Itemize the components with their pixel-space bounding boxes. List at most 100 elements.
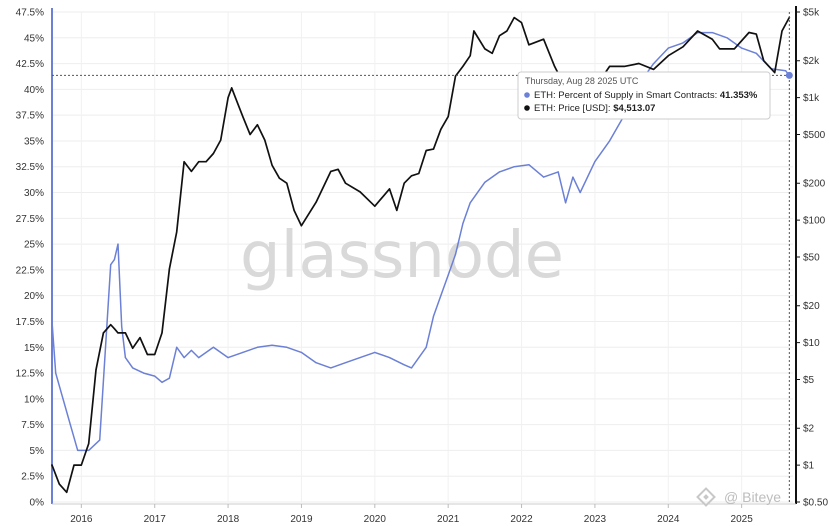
data-point-supply [785, 70, 787, 72]
data-point-supply [469, 202, 471, 204]
data-point-supply [755, 52, 757, 54]
x-tick-label: 2024 [657, 514, 680, 525]
data-point-supply [77, 449, 79, 451]
data-point-price [264, 139, 266, 141]
y-left-tick-label: 20% [24, 291, 44, 302]
grid-lines [52, 11, 793, 503]
data-point-price [73, 464, 75, 466]
data-point-price [719, 48, 721, 50]
data-point-price [396, 209, 398, 211]
y-right-tick-label: $2k [803, 56, 820, 67]
data-point-price [682, 46, 684, 48]
data-point-supply [594, 161, 596, 163]
data-point-supply [132, 367, 134, 369]
data-point-price [491, 52, 493, 54]
data-point-price [667, 55, 669, 57]
data-point-price [249, 133, 251, 136]
y-right-tick-label: $1 [803, 461, 815, 472]
y-left-tick-label: 27.5% [16, 214, 44, 225]
data-point-price [337, 168, 339, 170]
data-point-supply [198, 357, 200, 359]
x-tick-label: 2017 [144, 514, 167, 525]
data-point-price [58, 483, 60, 485]
data-point-supply [161, 381, 163, 383]
data-point-price [425, 149, 427, 152]
crosshair [52, 12, 793, 502]
y-left-tick-label: 5% [30, 446, 45, 457]
data-point-price [498, 35, 501, 37]
data-point-supply [55, 372, 57, 374]
data-point-price [80, 464, 82, 466]
data-point-supply [543, 176, 545, 178]
data-point-supply [484, 181, 486, 183]
x-tick-label: 2019 [290, 514, 313, 525]
data-point-price [763, 60, 765, 62]
data-point-supply [62, 398, 64, 400]
data-point-supply [154, 375, 156, 377]
tooltip-dot-supply [524, 92, 530, 98]
y-left-tick-label: 0% [30, 498, 45, 509]
y-right-tick-label: $2 [803, 424, 815, 435]
tooltip-label-price: ETH: Price [USD]: [534, 103, 613, 114]
y-left-tick-label: 2.5% [21, 472, 44, 483]
data-point-price [653, 68, 655, 70]
data-point-price [198, 161, 200, 163]
data-point-supply [374, 351, 376, 353]
data-point-price [139, 337, 141, 339]
data-point-price [344, 182, 347, 184]
data-point-supply [432, 315, 435, 317]
tooltip-row-price: ETH: Price [USD]: $4,513.07 [534, 103, 655, 114]
data-point-price [554, 65, 556, 67]
data-point-price [161, 332, 163, 334]
data-point-supply [300, 351, 302, 353]
data-point-supply [315, 362, 317, 364]
data-point-price [473, 30, 475, 32]
data-point-supply [143, 372, 145, 374]
data-point-supply [440, 295, 442, 297]
data-point-supply [726, 37, 728, 39]
data-point-price [469, 55, 471, 57]
data-point-price [168, 268, 170, 270]
tooltip-row-supply: ETH: Percent of Supply in Smart Contract… [534, 90, 758, 101]
data-point-price [774, 72, 776, 74]
y-left-tick-label: 12.5% [16, 369, 44, 380]
data-point-price [388, 188, 391, 190]
data-point-supply [190, 349, 192, 351]
data-point-supply [286, 346, 288, 348]
data-point-supply [711, 31, 713, 34]
y-right-tick-label: $1k [803, 93, 820, 104]
x-tick-label: 2018 [217, 514, 240, 525]
data-point-supply [565, 202, 567, 204]
data-point-supply [528, 164, 530, 166]
data-point-price [231, 87, 233, 89]
data-point-supply [462, 222, 464, 225]
y-right-tick-label: $5 [803, 375, 815, 386]
data-point-price [359, 191, 361, 193]
y-left-tick-label: 15% [24, 343, 44, 354]
y-right-tick-label: $5k [803, 8, 820, 19]
data-point-price [88, 443, 90, 445]
data-point-price [733, 48, 735, 50]
x-tick-label: 2016 [70, 514, 93, 525]
x-tick-label: 2023 [584, 514, 607, 525]
y-left-tick-label: 7.5% [21, 420, 44, 431]
data-point-price [278, 177, 280, 179]
data-point-supply [168, 377, 170, 379]
data-point-supply [330, 367, 332, 369]
data-point-price [440, 128, 442, 130]
y-right-tick-label: $100 [803, 216, 826, 227]
x-tick-label: 2022 [510, 514, 533, 525]
data-point-supply [183, 357, 185, 359]
data-point-price [117, 332, 119, 334]
data-point-supply [425, 346, 427, 348]
data-point-price [154, 353, 156, 356]
data-point-price [711, 38, 713, 40]
brand-mark: @ Biteye [696, 487, 781, 507]
data-point-price [403, 182, 405, 184]
data-point-price [113, 328, 115, 330]
data-point-price [293, 209, 295, 211]
right-axis: $0.50 $1 $2 $5 $10 $20 $50 $100 $200 $500 $1k $2k $5… [795, 6, 828, 509]
data-point-supply [410, 367, 413, 369]
tooltip-label-supply: ETH: Percent of Supply in Smart Contract… [534, 90, 720, 101]
